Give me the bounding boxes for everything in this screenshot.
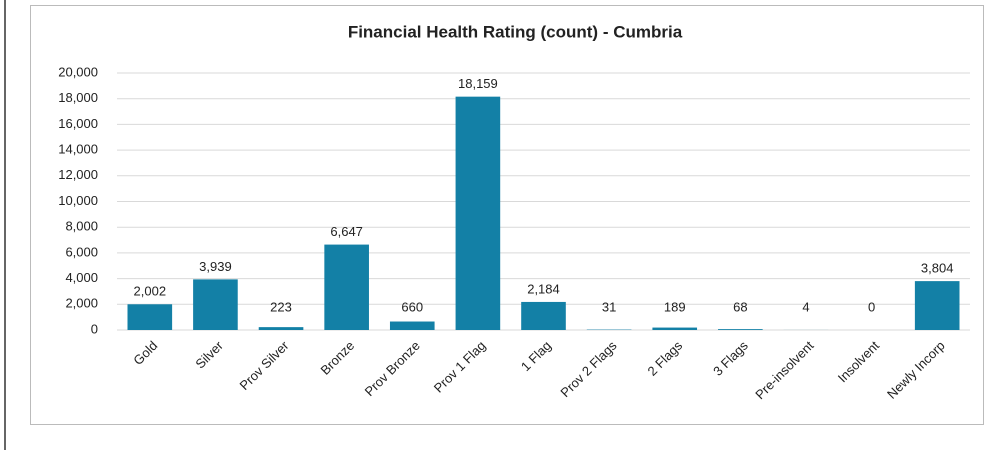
chart-frame [31,6,984,425]
data-label: 2,002 [134,284,167,299]
bar [259,327,304,330]
data-label: 18,159 [458,76,498,91]
data-label: 6,647 [330,224,363,239]
data-label: 0 [868,299,875,314]
bar [915,281,960,330]
data-label: 3,939 [199,259,232,274]
data-label: 68 [733,299,747,314]
data-label: 4 [802,299,809,314]
bar [456,97,501,330]
data-label: 2,184 [527,281,560,296]
data-label: 31 [602,299,616,314]
y-tick-label: 16,000 [58,116,98,131]
y-tick-label: 12,000 [58,167,98,182]
bar [324,245,369,330]
y-tick-label: 2,000 [65,296,98,311]
y-tick-label: 10,000 [58,193,98,208]
bar [127,304,172,330]
bar [390,322,435,330]
data-label: 223 [270,299,292,314]
y-tick-label: 14,000 [58,142,98,157]
y-tick-label: 4,000 [65,270,98,285]
data-label: 189 [664,299,686,314]
bar [521,302,566,330]
y-tick-label: 0 [91,321,98,336]
y-tick-label: 8,000 [65,219,98,234]
bar [718,329,763,330]
data-label: 660 [401,299,423,314]
y-tick-label: 18,000 [58,90,98,105]
bar [193,279,238,330]
bar [652,328,697,330]
y-tick-label: 20,000 [58,64,98,79]
y-tick-label: 6,000 [65,244,98,259]
data-label: 3,804 [921,261,954,276]
chart-title: Financial Health Rating (count) - Cumbri… [348,22,683,41]
